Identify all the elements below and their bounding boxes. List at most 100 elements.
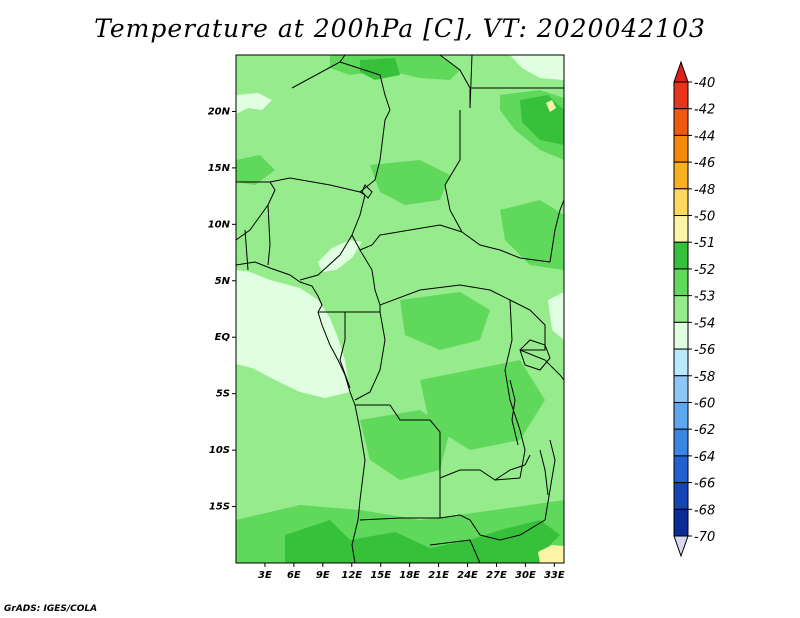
country-borders <box>235 54 565 564</box>
colorbar-swatch <box>673 161 689 190</box>
border-tanzania-zambia <box>494 454 531 481</box>
field-patch-warm-mozambique <box>500 520 560 550</box>
colorbar-label: -64 <box>694 450 715 465</box>
colorbar-swatch <box>673 455 689 484</box>
colorbar-label: -52 <box>694 263 715 278</box>
field-patch-cool-northwest <box>236 93 272 114</box>
coast-lake-chad <box>361 184 373 199</box>
colorbar-swatch <box>673 508 689 537</box>
lat-tick-label: 5S <box>216 389 230 400</box>
coast-lake-victoria <box>519 339 551 371</box>
colorbar-label: -62 <box>694 423 715 438</box>
lon-tick-label: 24E <box>457 570 478 581</box>
colorbar-label: -53 <box>694 290 715 305</box>
colorbar-swatch <box>673 428 689 457</box>
colorbar-label: -40 <box>694 76 715 91</box>
field-patch-mid-congo <box>400 292 490 350</box>
colorbar-swatch <box>673 134 689 163</box>
border-kenya-tanzania <box>519 349 565 381</box>
colorbar: -40 -42 -44 -46 -48 -50 -51 -52 -53 -54 -56 -58 -60 -… <box>673 60 715 558</box>
colorbar-label: -48 <box>694 183 715 198</box>
field-patch-warm-sahara <box>360 58 400 80</box>
colorbar-label: -42 <box>694 103 715 118</box>
latitude-axis: 20N 15N 10N 5N EQ 5S 10S 15S <box>208 106 236 513</box>
field-patch-mid-angola <box>360 410 450 480</box>
field-patch-mid-west <box>236 155 275 185</box>
field-patch-warm-south <box>285 520 540 563</box>
colorbar-label: -58 <box>694 370 715 385</box>
lat-tick-label: 10S <box>209 445 230 456</box>
field-patch-cool-center <box>318 240 362 272</box>
coast-lake-malawi <box>539 449 549 496</box>
border-car-drc <box>379 284 511 306</box>
colorbar-label: -44 <box>694 129 715 144</box>
field-patch-mid-eastafrica <box>500 200 564 270</box>
colorbar-label: -60 <box>694 396 715 411</box>
field-patch-mid-chad <box>370 160 450 205</box>
colorbar-swatch <box>673 188 689 217</box>
lat-tick-label: 5N <box>215 276 231 287</box>
colorbar-label: -56 <box>694 343 715 358</box>
field-patch-cool-east <box>548 292 564 340</box>
border-drc-eastern <box>504 299 526 479</box>
border-angola-namibia <box>359 478 441 521</box>
coast-west-africa <box>235 261 366 564</box>
colorbar-label: -70 <box>694 530 715 545</box>
colorbar-swatch <box>673 215 689 243</box>
chart-title: Temperature at 200hPa [C], VT: 202004210… <box>94 14 706 43</box>
colorbar-label: -54 <box>694 316 715 331</box>
lon-tick-label: 9E <box>316 570 330 581</box>
lat-tick-label: 10N <box>208 219 231 230</box>
field-patch-cool-atlantic <box>236 270 350 398</box>
border-drc-zambia <box>439 469 521 481</box>
colorbar-swatch <box>673 295 689 323</box>
colorbar-label: -68 <box>694 503 715 518</box>
lon-tick-label: 21E <box>428 570 449 581</box>
lon-tick-label: 3E <box>258 570 272 581</box>
border-niger-nigeria <box>236 177 361 193</box>
colorbar-swatch <box>673 241 689 270</box>
lon-tick-label: 30E <box>515 570 536 581</box>
lat-tick-label: 15N <box>208 163 231 174</box>
lon-tick-label: 18E <box>399 570 420 581</box>
temperature-field <box>236 55 564 563</box>
border-libya-chad <box>339 61 391 111</box>
border-zambia-namibia <box>439 514 481 536</box>
colorbar-bottom-arrow <box>673 535 689 558</box>
lat-tick-label: 15S <box>209 502 230 513</box>
lon-tick-label: 33E <box>544 570 565 581</box>
coastline <box>235 184 551 564</box>
colorbar-swatch <box>673 348 689 377</box>
coast-lake-tanganyika <box>509 379 519 446</box>
lat-tick-label: EQ <box>215 332 231 343</box>
colorbar-label: -50 <box>694 210 715 225</box>
colorbar-label: -51 <box>694 236 715 251</box>
border-sudan-ethiopia <box>549 199 565 263</box>
border-drc-angola <box>355 404 441 478</box>
lon-tick-label: 12E <box>341 570 362 581</box>
colorbar-swatch <box>673 268 689 297</box>
border-chad-car <box>359 224 463 251</box>
lat-tick-label: 20N <box>208 106 231 117</box>
border-chad-sudan <box>444 110 463 233</box>
border-botswana <box>429 539 481 564</box>
border-zambia-zimbabwe <box>479 519 546 541</box>
lon-tick-label: 27E <box>486 570 507 581</box>
border-cameroon-car <box>351 234 381 306</box>
colorbar-swatch <box>673 81 689 110</box>
border-mozambique <box>544 439 556 521</box>
field-patch-cool-northeast <box>510 55 564 80</box>
lon-tick-label: 15E <box>370 570 391 581</box>
colorbar-swatch <box>673 375 689 403</box>
map-frame <box>235 54 565 564</box>
credit-text: GrADS: IGES/COLA <box>4 604 98 614</box>
colorbar-swatch <box>673 108 689 136</box>
colorbar-swatch <box>673 401 689 430</box>
field-patch-hot-sudan <box>546 100 556 112</box>
border-cameroon-gabon <box>318 305 381 313</box>
colorbar-top-arrow <box>673 60 689 83</box>
border-benin-togo <box>267 204 271 266</box>
border-sudan-southsudan <box>461 231 551 263</box>
border-uganda <box>509 299 546 351</box>
